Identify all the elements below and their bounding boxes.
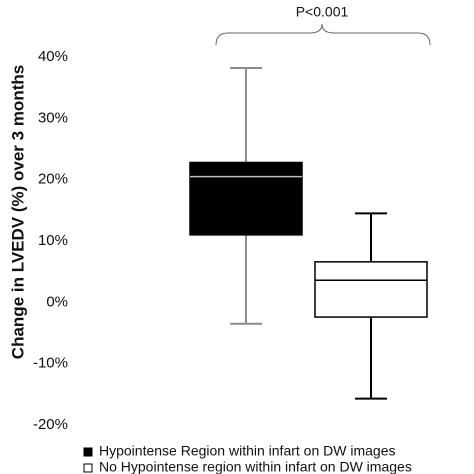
y-axis-label: Change in LVEDV (%) over 3 months <box>8 65 27 359</box>
legend-marker <box>83 463 93 473</box>
legend-label: Hypointense Region within infart on DW i… <box>99 443 395 459</box>
y-tick-label: 0% <box>46 293 68 310</box>
y-tick-label: 30% <box>38 109 68 126</box>
brace <box>215 23 431 46</box>
legend-label: No Hypointense region within infart on D… <box>99 459 412 474</box>
y-tick-label: -20% <box>33 416 68 433</box>
legend-marker <box>83 447 93 457</box>
annotation: P<0.001 <box>296 4 349 20</box>
box <box>314 261 428 318</box>
y-tick-label: 20% <box>38 171 68 188</box>
y-tick-label: 10% <box>38 232 68 249</box>
y-tick-label: -10% <box>33 355 68 372</box>
y-tick-label: 40% <box>38 48 68 65</box>
box <box>189 161 303 236</box>
